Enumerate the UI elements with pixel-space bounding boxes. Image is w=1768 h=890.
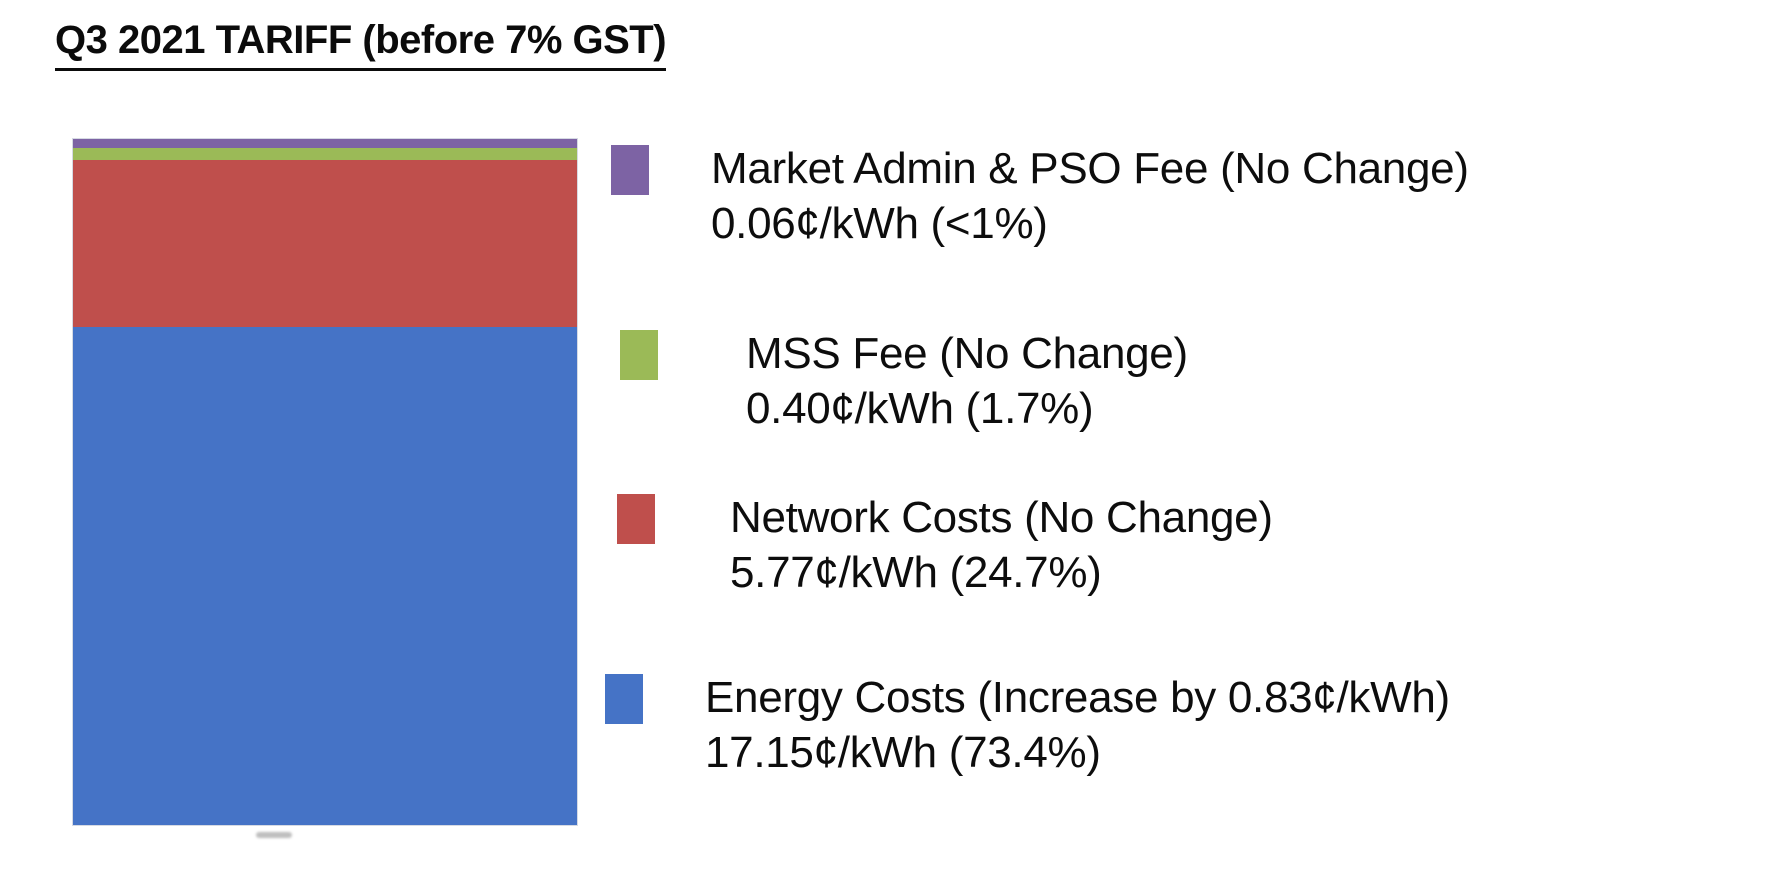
bar-segment-mss-fee <box>73 148 577 160</box>
legend-text: Energy Costs (Increase by 0.83¢/kWh) 17.1… <box>705 670 1450 780</box>
legend-row: Energy Costs (Increase by 0.83¢/kWh) 17.1… <box>605 670 1450 780</box>
legend-text: MSS Fee (No Change) 0.40¢/kWh (1.7%) <box>746 326 1188 436</box>
legend-label: Energy Costs (Increase by 0.83¢/kWh) <box>705 673 1450 722</box>
legend-label: Network Costs (No Change) <box>730 493 1273 542</box>
bar-segment-energy-costs <box>73 327 577 825</box>
legend-row: Market Admin & PSO Fee (No Change) 0.06¢/… <box>611 141 1469 251</box>
legend-value: 0.40¢/kWh (1.7%) <box>746 384 1094 433</box>
bar-segment-network-costs <box>73 159 577 328</box>
legend-label: MSS Fee (No Change) <box>746 329 1188 378</box>
bar-segment-market-admin-pso-fee <box>73 139 577 148</box>
legend-value: 17.15¢/kWh (73.4%) <box>705 728 1101 777</box>
legend-swatch-icon <box>617 494 655 544</box>
legend-row: MSS Fee (No Change) 0.40¢/kWh (1.7%) <box>620 326 1188 436</box>
legend-swatch-icon <box>611 145 649 195</box>
legend-value: 5.77¢/kWh (24.7%) <box>730 548 1102 597</box>
legend-text: Market Admin & PSO Fee (No Change) 0.06¢/… <box>711 141 1469 251</box>
page-title: Q3 2021 TARIFF (before 7% GST) <box>55 18 667 71</box>
legend-swatch-icon <box>605 674 643 724</box>
axis-category-label-smudge <box>256 832 292 838</box>
legend-row: Network Costs (No Change) 5.77¢/kWh (24.7… <box>617 490 1273 600</box>
legend-value: 0.06¢/kWh (<1%) <box>711 199 1048 248</box>
legend-swatch-icon <box>620 330 658 380</box>
legend-label: Market Admin & PSO Fee (No Change) <box>711 144 1469 193</box>
stacked-bar <box>72 138 578 826</box>
legend-text: Network Costs (No Change) 5.77¢/kWh (24.7… <box>730 490 1273 600</box>
